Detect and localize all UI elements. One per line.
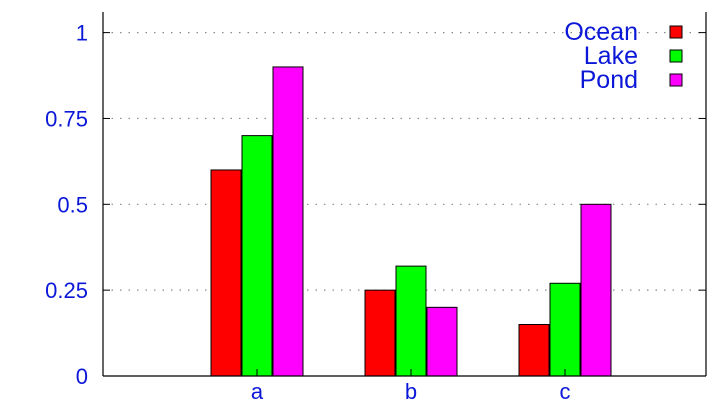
bar-lake-b [395, 265, 427, 377]
bar-pond-b [426, 306, 458, 377]
x-tick-label: c [560, 379, 571, 400]
y-tick-label: 0.5 [57, 192, 88, 217]
y-tick-label: 0.75 [45, 106, 88, 131]
bar-lake-c [549, 282, 581, 377]
bar-lake-a [241, 135, 273, 377]
bar-ocean-a [210, 169, 242, 377]
x-tick-label: b [405, 379, 417, 400]
x-tick-labels: a b c [251, 379, 571, 400]
legend-swatch-ocean [669, 25, 683, 39]
legend-swatch-lake [669, 49, 683, 63]
legend-swatch-pond [669, 73, 683, 87]
legend-label-ocean: Ocean [564, 18, 638, 46]
bar-pond-c [580, 203, 612, 377]
x-tick-label: a [251, 379, 264, 400]
axes [102, 12, 707, 377]
y-tick-labels: 0 0.25 0.5 0.75 1 [45, 21, 88, 389]
legend-label-pond: Pond [580, 66, 638, 94]
y-tick-label: 0 [76, 364, 88, 389]
bars [210, 66, 612, 377]
legend-label-lake: Lake [584, 42, 638, 70]
y-tick-label: 0.25 [45, 278, 88, 303]
bar-pond-a [272, 66, 304, 377]
bar-ocean-c [518, 323, 550, 377]
y-tick-label: 1 [76, 21, 88, 46]
bar-ocean-b [364, 289, 396, 377]
